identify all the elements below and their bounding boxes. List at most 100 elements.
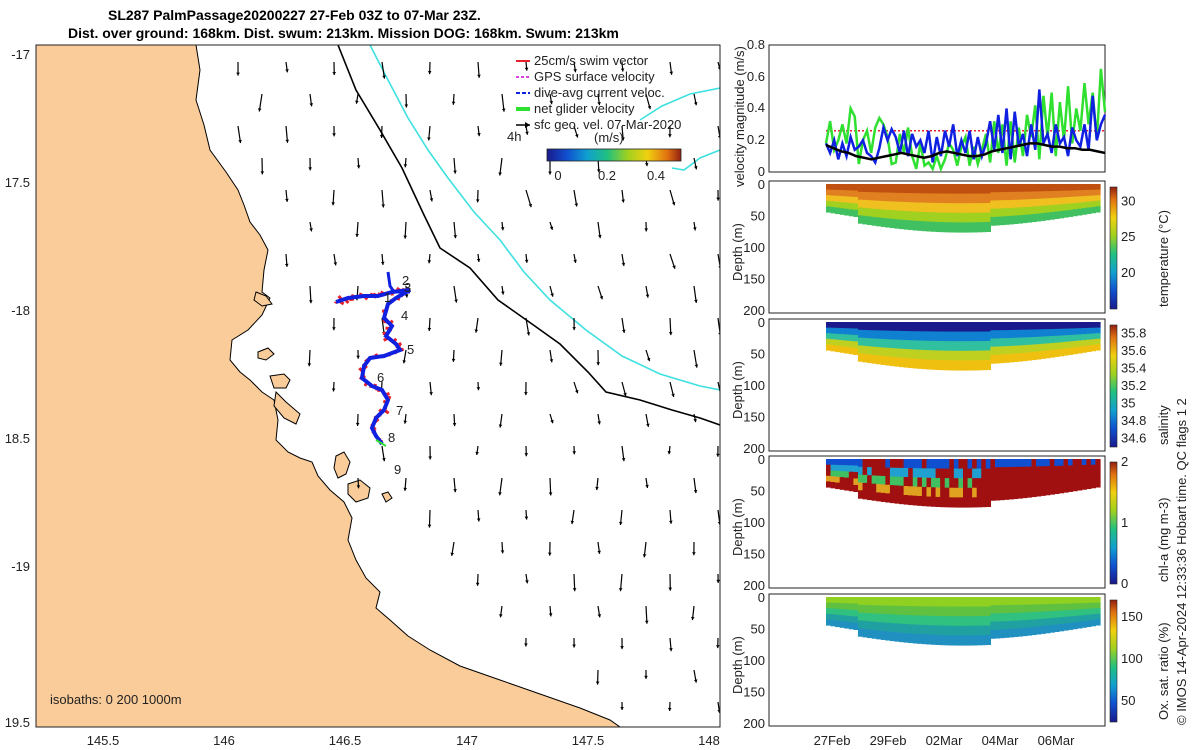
section-cell (1058, 603, 1065, 612)
section-cell (917, 221, 923, 231)
section-cell (999, 216, 1005, 226)
section-cell (1081, 322, 1087, 329)
section-cell (1081, 465, 1087, 472)
section-cell (880, 209, 886, 219)
section-cell (1026, 322, 1033, 331)
section-ytick: 0 (758, 452, 765, 467)
section-cell (1017, 329, 1023, 339)
section-cell (949, 360, 955, 371)
section-cell (894, 459, 900, 469)
section-cell (1031, 473, 1037, 483)
section-cell (1004, 184, 1010, 193)
section-cell (839, 208, 845, 215)
section-cell (963, 625, 969, 636)
velocity-arrowhead (309, 300, 313, 304)
section-cell (862, 628, 868, 638)
section-cell (1054, 184, 1060, 192)
waypoint-6: 6 (377, 370, 384, 385)
section-cell (903, 349, 909, 359)
velocity-arrowhead (669, 71, 674, 75)
velocity-arrowhead (621, 457, 626, 462)
section-cell (1086, 482, 1092, 490)
section-cell (1017, 628, 1023, 637)
section-cell (894, 330, 900, 341)
velocity-arrowhead (499, 614, 503, 618)
section-cell (880, 330, 886, 340)
section-cell (1036, 322, 1042, 330)
section-cell (839, 615, 845, 622)
section-cell (1045, 459, 1051, 467)
section-cell (1077, 477, 1083, 485)
section-cell (908, 202, 914, 212)
section-cell (994, 483, 1001, 493)
section-cell (1090, 619, 1097, 627)
lon-tick: 146 (213, 733, 235, 748)
section-cell (1054, 328, 1060, 337)
section-cell (1017, 345, 1023, 354)
island (253, 291, 273, 307)
velocity-arrowhead (548, 171, 552, 175)
section-cell (912, 468, 918, 478)
section-cell (985, 350, 991, 361)
velocity-arrowhead (333, 262, 338, 266)
section-cell (835, 189, 841, 197)
section-cell (835, 184, 841, 191)
section-cell (1040, 205, 1046, 214)
section-cell (839, 202, 845, 209)
legend-label: GPS surface velocity (534, 69, 655, 84)
section-cell (944, 212, 950, 223)
section-cell (867, 346, 873, 355)
section-cell (1072, 196, 1078, 204)
section-cell (889, 459, 896, 469)
section-cell (880, 630, 886, 640)
section-cell (835, 333, 841, 341)
section-cell (867, 354, 873, 364)
section-cell (958, 322, 964, 333)
section-cell (1063, 203, 1069, 212)
section-cell (903, 615, 909, 625)
section-cell (994, 613, 1001, 623)
section-cell (1013, 604, 1019, 614)
section-cell (990, 459, 996, 468)
section-cell (1004, 192, 1010, 201)
section-cell (990, 330, 996, 340)
section-cell (953, 203, 960, 214)
colorbar-tick: 25 (1121, 229, 1135, 244)
section-cell (981, 203, 987, 214)
section-cell (1045, 336, 1051, 345)
section-cell (867, 621, 873, 630)
section-cell (953, 635, 960, 646)
section-cell (826, 338, 832, 345)
section-cell (826, 184, 832, 191)
section-cell (903, 220, 909, 230)
section-cell (1049, 480, 1055, 488)
section-cell (958, 193, 964, 204)
section-cell (958, 468, 964, 479)
section-cell (830, 184, 836, 191)
section-cell (1063, 459, 1069, 467)
section-cell (1031, 481, 1037, 490)
section-cell (1045, 205, 1051, 214)
section-cell (1068, 459, 1074, 467)
section-cell (976, 497, 982, 508)
section-cell (889, 330, 896, 341)
section-cell (844, 465, 850, 472)
section-cell (826, 470, 832, 477)
section-cell (1045, 350, 1051, 359)
section-cell (1077, 340, 1083, 348)
section-cell (899, 322, 905, 332)
section-cell (903, 340, 909, 350)
section-cell (944, 635, 950, 646)
section-ytick: 50 (751, 347, 765, 362)
section-cell (830, 322, 836, 329)
section-cell (844, 328, 850, 335)
section-cell (1004, 483, 1010, 492)
section-cell (1031, 329, 1037, 338)
section-cell (862, 345, 868, 355)
section-cell (1026, 612, 1033, 621)
section-cell (876, 484, 882, 494)
section-cell (921, 184, 928, 194)
section-cell (931, 477, 937, 488)
section-cell (1068, 341, 1074, 349)
